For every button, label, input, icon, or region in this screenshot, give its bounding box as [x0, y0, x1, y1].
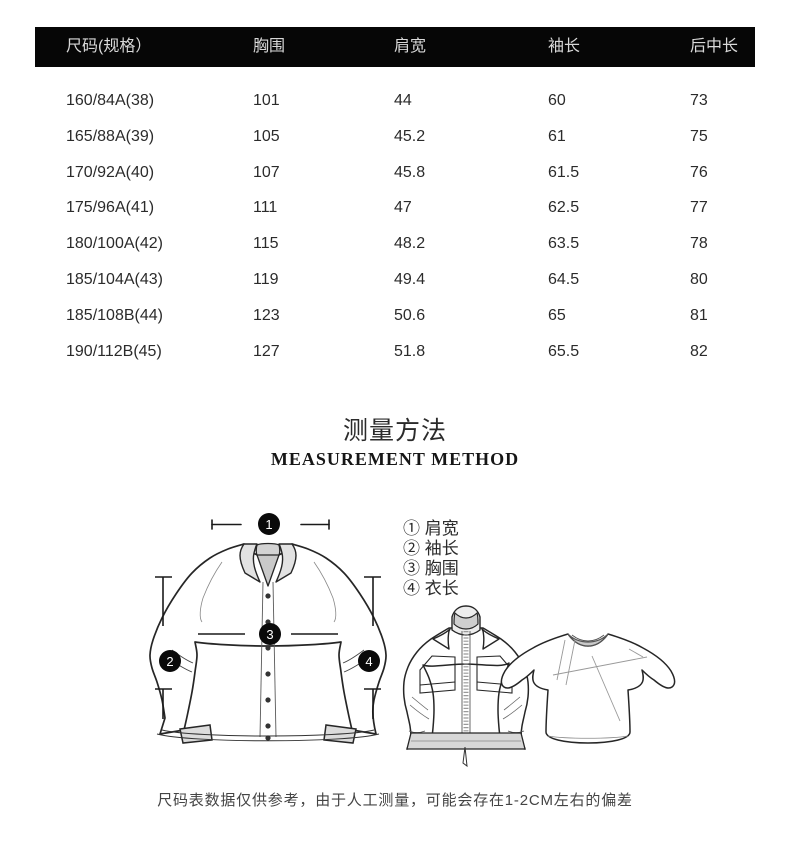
svg-text:1: 1 — [265, 517, 272, 532]
svg-text:2: 2 — [166, 654, 173, 669]
svg-text:3: 3 — [266, 627, 273, 642]
svg-text:4: 4 — [365, 654, 372, 669]
